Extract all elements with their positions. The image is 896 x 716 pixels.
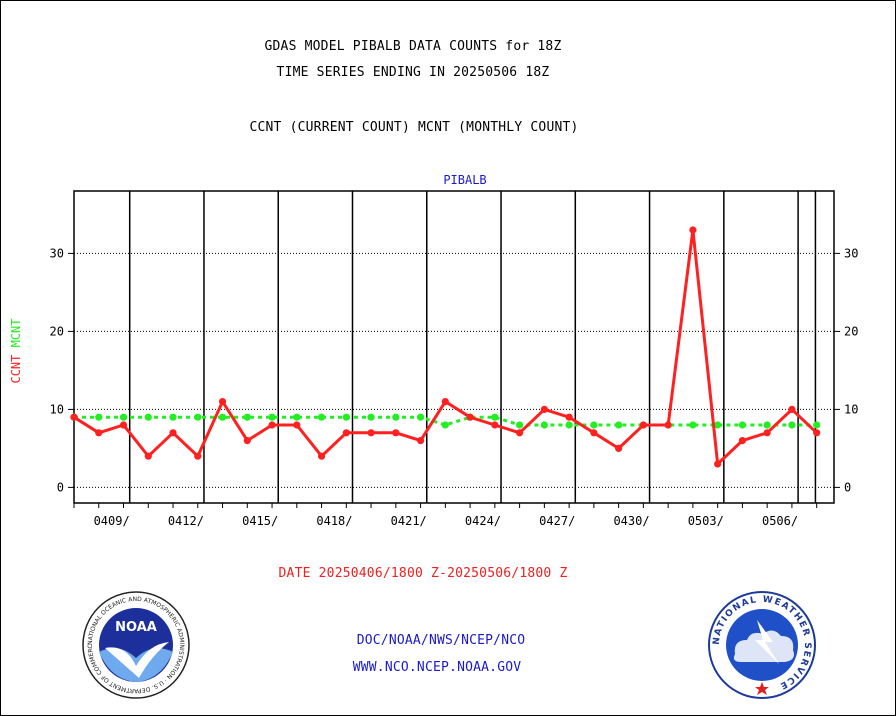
mcnt-point xyxy=(144,413,152,421)
y-axis-label: CCNT MCNT xyxy=(9,318,23,383)
mcnt-point xyxy=(516,421,524,429)
mcnt-point xyxy=(392,413,400,421)
mcnt-point xyxy=(169,413,177,421)
mcnt-point xyxy=(317,413,326,421)
mcnt-point xyxy=(119,413,128,421)
y-tick-label-right: 30 xyxy=(844,246,858,260)
ccnt-point xyxy=(441,398,449,406)
ccnt-point xyxy=(342,429,350,437)
ccnt-line xyxy=(73,229,818,468)
x-tick-label: 0503/ xyxy=(688,514,724,528)
chart-subtitle: CCNT (CURRENT COUNT) MCNT (MONTHLY COUNT… xyxy=(249,120,579,135)
ccnt-point xyxy=(367,429,375,437)
x-tick-label: 0506/ xyxy=(762,514,798,528)
x-tick-label: 0418/ xyxy=(316,514,352,528)
ccnt-point xyxy=(491,421,499,429)
ccnt-point xyxy=(813,429,821,437)
mcnt-point xyxy=(194,413,202,421)
ccnt-point xyxy=(714,460,722,468)
mcnt-point xyxy=(615,421,623,429)
mcnt-point xyxy=(268,413,276,421)
star-icon xyxy=(755,682,769,695)
y-tick-label-left: 30 xyxy=(50,246,64,260)
ccnt-point xyxy=(169,429,177,437)
mcnt-point xyxy=(491,413,499,421)
mcnt-point xyxy=(763,421,771,429)
y-label-mcnt: MCNT xyxy=(9,318,23,347)
series-ccnt xyxy=(70,226,821,468)
mcnt-point xyxy=(788,421,796,429)
noaa-logo: NATIONAL OCEANIC AND ATMOSPHERIC ADMINIS… xyxy=(81,590,190,699)
org-link[interactable]: DOC/NOAA/NWS/NCEP/NCO xyxy=(356,633,526,648)
series-mcnt xyxy=(70,413,821,429)
ccnt-point xyxy=(738,437,747,445)
mcnt-point xyxy=(367,413,375,421)
ccnt-point xyxy=(119,421,128,429)
mcnt-point xyxy=(416,413,425,421)
x-tick-label: 0409/ xyxy=(94,514,130,528)
ccnt-point xyxy=(70,413,78,421)
mcnt-point xyxy=(714,421,722,429)
y-tick-label-right: 20 xyxy=(844,324,858,338)
y-tick-label-left: 20 xyxy=(50,324,64,338)
ccnt-point xyxy=(540,405,548,413)
plot-title: PIBALB xyxy=(443,173,486,187)
ccnt-point xyxy=(268,421,276,429)
ccnt-point xyxy=(615,444,623,452)
ccnt-point xyxy=(639,421,647,429)
ccnt-point xyxy=(317,452,326,460)
ccnt-point xyxy=(516,429,524,437)
noaa-logo-text: NOAA xyxy=(115,620,157,635)
mcnt-point xyxy=(95,413,103,421)
y-tick-label-right: 0 xyxy=(844,480,851,494)
ccnt-point xyxy=(243,437,251,445)
mcnt-point xyxy=(293,413,301,421)
ccnt-point xyxy=(293,421,301,429)
website-link[interactable]: WWW.NCO.NCEP.NOAA.GOV xyxy=(352,660,522,675)
ccnt-point xyxy=(95,429,103,437)
x-tick-label: 0427/ xyxy=(539,514,575,528)
ccnt-point xyxy=(689,226,697,234)
ccnt-point xyxy=(194,452,202,460)
ccnt-point xyxy=(392,429,400,437)
ccnt-point xyxy=(664,421,672,429)
chart-title-line-2: TIME SERIES ENDING IN 20250506 18Z xyxy=(276,65,550,80)
y-tick-label-right: 10 xyxy=(844,402,858,416)
mcnt-point xyxy=(540,421,548,429)
ccnt-point xyxy=(144,452,152,460)
y-label-space xyxy=(9,347,23,354)
ccnt-point xyxy=(788,405,796,413)
chart-title-line-1: GDAS MODEL PIBALB DATA COUNTS for 18Z xyxy=(264,39,562,54)
mcnt-point xyxy=(565,421,573,429)
y-tick-label-left: 10 xyxy=(50,402,64,416)
ccnt-point xyxy=(416,437,425,445)
ccnt-point xyxy=(466,413,474,421)
date-range-label: DATE 20250406/1800 Z-20250506/1800 Z xyxy=(278,566,568,581)
ccnt-point xyxy=(763,429,771,437)
ccnt-point xyxy=(590,429,598,437)
mcnt-point xyxy=(689,421,697,429)
x-tick-label: 0421/ xyxy=(391,514,427,528)
mcnt-point xyxy=(342,413,350,421)
x-tick-label: 0424/ xyxy=(465,514,501,528)
nws-logo: NATIONAL WEATHER SERVICE xyxy=(708,591,816,699)
x-tick-label: 0430/ xyxy=(613,514,649,528)
ccnt-point xyxy=(565,413,573,421)
x-tick-label: 0412/ xyxy=(168,514,204,528)
x-tick-label: 0415/ xyxy=(242,514,278,528)
mcnt-point xyxy=(590,421,598,429)
mcnt-point xyxy=(218,413,227,421)
mcnt-point xyxy=(441,421,449,429)
y-tick-label-left: 0 xyxy=(57,480,64,494)
ccnt-point xyxy=(218,398,227,406)
mcnt-point xyxy=(738,421,747,429)
y-label-ccnt: CCNT xyxy=(9,355,23,384)
mcnt-point xyxy=(813,421,821,429)
plot-border xyxy=(73,190,835,504)
mcnt-point xyxy=(243,413,251,421)
